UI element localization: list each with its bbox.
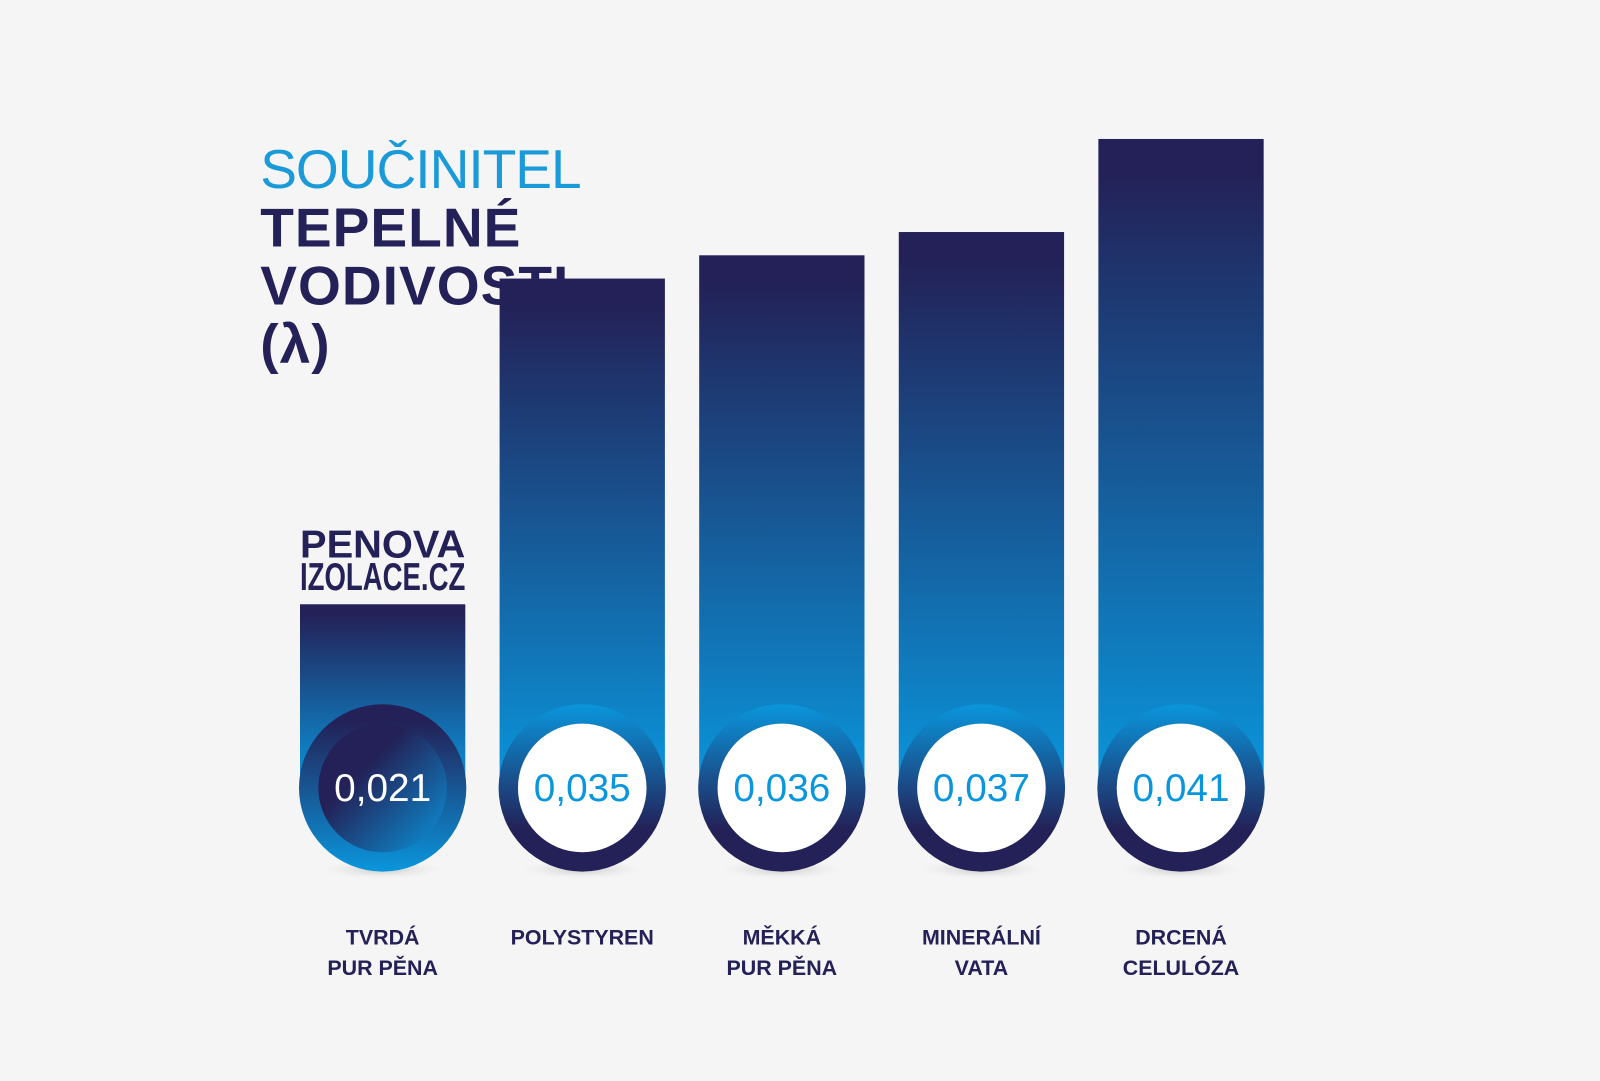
chart-title: SOUČINITEL [260, 138, 580, 200]
value-label: 0,035 [534, 767, 631, 810]
ring-inner [917, 723, 1046, 853]
category-label: PUR PĚNA [327, 955, 438, 980]
category-label: PUR PĚNA [727, 955, 838, 980]
logo: PENOVA [300, 523, 465, 566]
logo: IZOLACE.CZ [300, 556, 465, 599]
category-label: TVRDÁ [346, 925, 420, 950]
category-label: MINERÁLNÍ [922, 925, 1042, 950]
category-label: MĚKKÁ [743, 925, 822, 950]
bar [1098, 138, 1264, 788]
value-label: 0,021 [334, 767, 431, 810]
chart-title: TEPELNÉ [260, 196, 521, 258]
ring-inner [318, 723, 447, 853]
category-label: POLYSTYREN [511, 926, 654, 950]
category-label: DRCENÁ [1135, 925, 1227, 950]
bar [898, 232, 1065, 788]
bar [499, 278, 665, 788]
value-label: 0,036 [733, 767, 830, 810]
value-label: 0,037 [933, 767, 1030, 810]
ring-inner [717, 723, 847, 853]
value-label: 0,041 [1133, 767, 1230, 810]
ring-inner [1116, 723, 1246, 853]
category-label: VATA [955, 956, 1009, 980]
category-label: CELULÓZA [1123, 955, 1240, 980]
chart-title: (λ) [260, 313, 330, 375]
bar [699, 255, 865, 788]
ring-inner [517, 723, 647, 853]
